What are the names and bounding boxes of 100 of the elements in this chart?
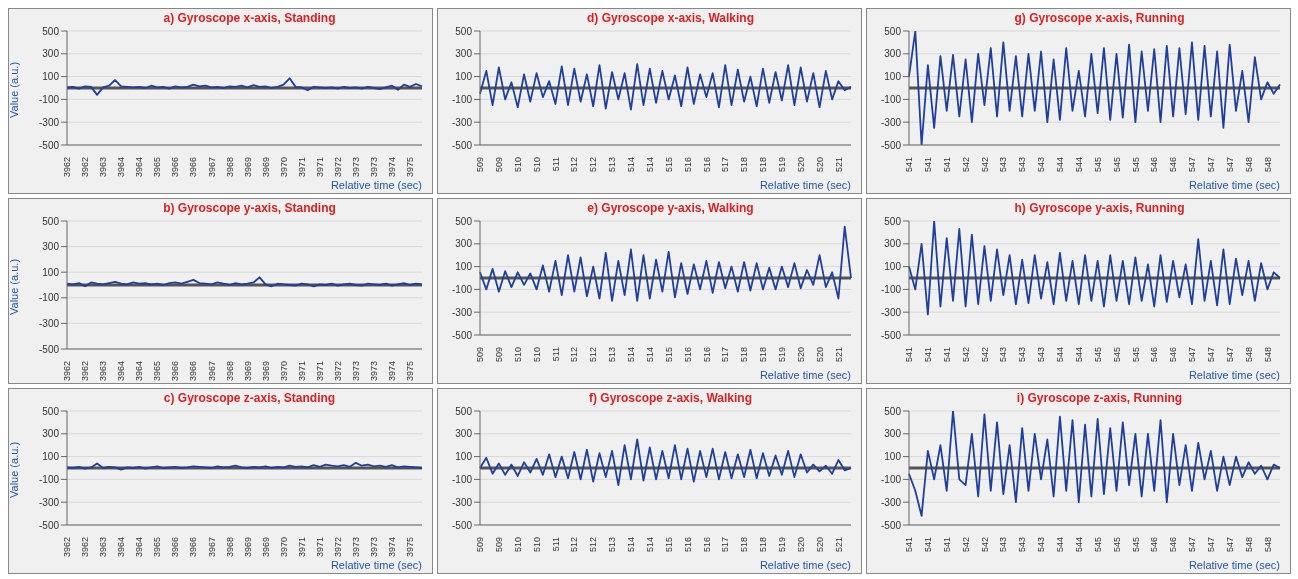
x-tick-label: 516 xyxy=(682,347,693,363)
x-tick-label: 3966 xyxy=(188,537,199,558)
y-tick-label: -100 xyxy=(451,283,473,295)
x-tick-label: 510 xyxy=(531,537,542,553)
x-axis-title: Relative time (sec) xyxy=(1188,179,1280,191)
x-tick-label: 3975 xyxy=(405,537,416,558)
x-axis-title: Relative time (sec) xyxy=(330,559,422,571)
x-tick-label: 3972 xyxy=(332,157,343,178)
y-axis-title: Value (a.u.) xyxy=(7,441,20,498)
x-tick-label: 546 xyxy=(1149,347,1160,363)
x-tick-label: 3973 xyxy=(350,157,361,178)
line-series xyxy=(479,63,852,111)
y-tick-label: 300 xyxy=(42,428,60,440)
x-tick-label: 513 xyxy=(607,347,618,363)
x-tick-label: 547 xyxy=(1224,537,1235,553)
x-tick-label: 3971 xyxy=(314,361,325,382)
x-tick-label: 3972 xyxy=(332,361,343,382)
x-tick-label: 513 xyxy=(607,157,618,173)
x-tick-label: 511 xyxy=(550,157,561,172)
y-tick-label: -100 xyxy=(451,93,473,105)
x-tick-label: 3963 xyxy=(98,361,109,382)
x-tick-label: 513 xyxy=(607,537,618,553)
x-tick-label: 3974 xyxy=(387,361,398,382)
x-tick-label: 511 xyxy=(550,537,561,552)
y-tick-label: 300 xyxy=(884,428,902,440)
x-tick-label: 516 xyxy=(682,537,693,553)
x-tick-label: 547 xyxy=(1205,347,1216,363)
y-tick-label: -300 xyxy=(451,306,473,318)
x-tick-label: 510 xyxy=(512,347,523,363)
y-tick-label: 500 xyxy=(455,25,473,37)
x-tick-label: 548 xyxy=(1262,537,1273,553)
x-tick-label: 543 xyxy=(1017,157,1028,173)
x-tick-label: 545 xyxy=(1111,157,1122,173)
x-tick-label: 517 xyxy=(720,347,731,363)
y-tick-label: 100 xyxy=(42,451,60,463)
x-tick-label: 546 xyxy=(1168,157,1179,173)
y-axis-title: Value (a.u.) xyxy=(7,258,20,315)
y-tick-label: 100 xyxy=(884,261,902,273)
x-tick-label: 547 xyxy=(1224,157,1235,173)
x-tick-label: 516 xyxy=(682,157,693,173)
x-tick-label: 521 xyxy=(833,537,844,553)
x-tick-label: 510 xyxy=(531,347,542,363)
x-axis-title: Relative time (sec) xyxy=(1188,369,1280,381)
y-tick-label: -500 xyxy=(880,519,902,531)
y-tick-label: -500 xyxy=(451,329,473,341)
y-tick-label: -500 xyxy=(38,519,60,531)
x-tick-label: 510 xyxy=(512,157,523,173)
x-tick-label: 3966 xyxy=(188,157,199,178)
y-tick-label: -500 xyxy=(38,139,60,151)
x-tick-label: 548 xyxy=(1262,347,1273,363)
y-tick-label: 300 xyxy=(455,48,473,60)
x-tick-label: 543 xyxy=(1036,157,1047,173)
y-tick-label: 500 xyxy=(884,25,902,37)
y-tick-label: -500 xyxy=(38,343,60,355)
x-tick-label: 519 xyxy=(776,157,787,173)
x-tick-label: 514 xyxy=(644,347,655,363)
x-tick-label: 541 xyxy=(923,537,934,553)
x-tick-label: 541 xyxy=(941,347,952,363)
x-tick-label: 3965 xyxy=(152,361,163,382)
y-tick-label: -500 xyxy=(451,139,473,151)
x-tick-label: 512 xyxy=(569,537,580,553)
x-tick-label: 3966 xyxy=(188,361,199,382)
y-tick-label: 100 xyxy=(884,71,902,83)
y-tick-label: 500 xyxy=(42,215,60,227)
x-tick-label: 3969 xyxy=(242,157,253,178)
x-tick-label: 546 xyxy=(1168,537,1179,553)
y-tick-label: -100 xyxy=(880,93,902,105)
x-tick-label: 514 xyxy=(626,537,637,553)
x-tick-label: 544 xyxy=(1055,157,1066,173)
x-tick-label: 509 xyxy=(494,157,505,173)
x-tick-label: 544 xyxy=(1055,537,1066,553)
y-tick-label: 500 xyxy=(455,215,473,227)
chart-title: f) Gyroscope z-axis, Walking xyxy=(588,390,753,407)
chart-title: a) Gyroscope x-axis, Standing xyxy=(162,10,337,27)
x-tick-label: 543 xyxy=(1017,537,1028,553)
y-tick-label: 300 xyxy=(455,428,473,440)
x-tick-label: 543 xyxy=(1036,347,1047,363)
line-series xyxy=(908,411,1281,517)
y-tick-label: -300 xyxy=(880,496,902,508)
y-tick-label: -100 xyxy=(38,93,60,105)
x-tick-label: 543 xyxy=(998,347,1009,363)
x-tick-label: 510 xyxy=(512,537,523,553)
y-tick-label: -300 xyxy=(451,496,473,508)
x-tick-label: 3962 xyxy=(80,537,91,558)
x-tick-label: 3970 xyxy=(278,361,289,382)
x-tick-label: 3971 xyxy=(296,361,307,382)
x-tick-label: 541 xyxy=(923,347,934,363)
y-tick-label: -300 xyxy=(38,116,60,128)
y-tick-label: 100 xyxy=(42,266,60,278)
x-tick-label: 548 xyxy=(1243,537,1254,553)
line-series xyxy=(479,438,852,486)
x-tick-label: 510 xyxy=(531,157,542,173)
x-tick-label: 509 xyxy=(475,537,486,553)
x-tick-label: 3964 xyxy=(134,361,145,382)
x-axis-title: Relative time (sec) xyxy=(330,179,422,191)
line-series xyxy=(66,461,423,471)
x-tick-label: 519 xyxy=(776,537,787,553)
x-tick-label: 3974 xyxy=(387,157,398,178)
x-tick-label: 3968 xyxy=(224,537,235,558)
y-tick-label: 500 xyxy=(884,405,902,417)
